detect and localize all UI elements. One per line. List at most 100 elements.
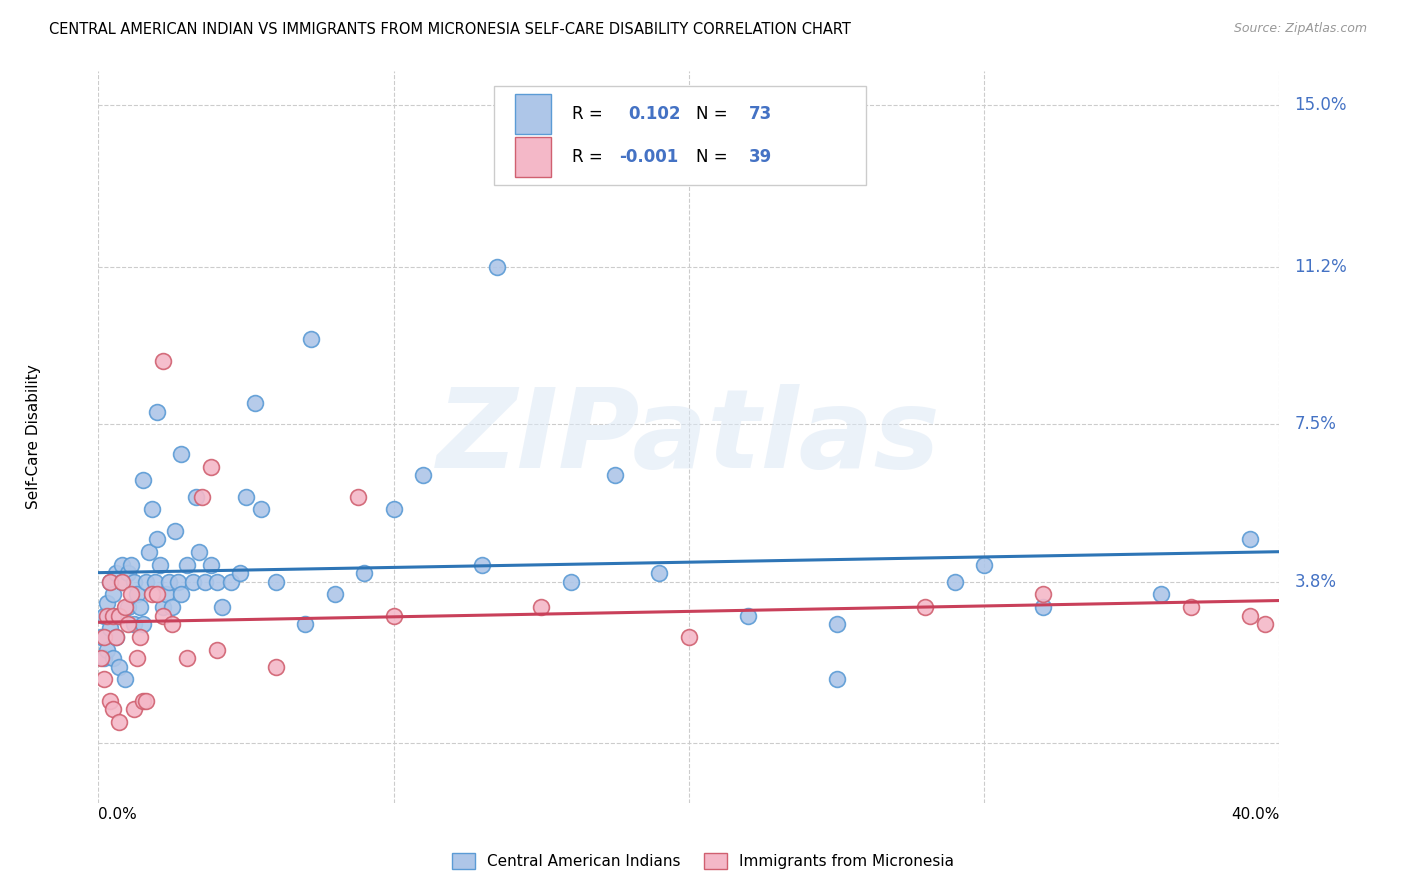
Point [93,630,115,644]
Text: 39: 39 [749,148,772,166]
Point [108,714,131,729]
Text: Self-Care Disability: Self-Care Disability [25,365,41,509]
Point [117,600,139,615]
Point [412,468,434,483]
Point [560,574,582,589]
Text: R =: R = [572,148,607,166]
Point [162,617,183,632]
Point [382,608,405,623]
Point [149,558,172,572]
Point [152,600,174,615]
Point [530,600,553,615]
Point [128,600,150,615]
Point [170,587,193,601]
Point [347,490,370,504]
Text: ZIPatlas: ZIPatlas [437,384,941,491]
Point [132,617,155,632]
Point [90,651,112,665]
Point [205,574,228,589]
Point [157,574,180,589]
Text: 11.2%: 11.2% [1294,258,1347,276]
Point [98,574,121,589]
Text: 3.8%: 3.8% [1294,573,1336,591]
Point [114,600,136,615]
Point [294,617,316,632]
Point [648,566,671,581]
Point [1032,587,1054,601]
Point [117,566,139,581]
Point [176,651,198,665]
Point [176,558,198,572]
Point [205,642,228,657]
Point [98,574,121,589]
Point [96,642,118,657]
Point [181,574,204,589]
Point [103,587,125,601]
Point [1254,617,1277,632]
Point [605,468,627,483]
Point [120,587,142,601]
Legend: Central American Indians, Immigrants from Micronesia: Central American Indians, Immigrants fro… [446,847,960,875]
Point [143,574,166,589]
Bar [516,137,551,178]
Point [250,502,273,516]
Point [973,558,995,572]
Point [105,566,128,581]
Text: 0.0%: 0.0% [98,807,138,822]
Point [108,608,131,623]
Point [1180,600,1202,615]
Point [105,630,128,644]
Point [194,574,217,589]
Point [90,630,112,644]
Point [125,587,148,601]
Point [155,587,177,601]
Point [170,447,193,461]
Point [825,673,848,687]
Point [200,459,222,474]
Point [120,558,142,572]
Point [678,630,700,644]
Point [264,574,287,589]
Point [111,558,134,572]
Point [200,558,222,572]
Point [187,545,209,559]
Point [146,532,169,546]
Point [353,566,375,581]
Point [165,524,187,538]
Point [191,490,214,504]
Point [264,659,287,673]
Text: Source: ZipAtlas.com: Source: ZipAtlas.com [1233,22,1367,36]
Point [93,608,115,623]
Point [111,574,134,589]
Text: 7.5%: 7.5% [1294,416,1336,434]
Bar [494,86,866,185]
Point [135,574,157,589]
Point [103,608,125,623]
Point [943,574,966,589]
Point [219,574,242,589]
Point [103,651,125,665]
Point [471,558,494,572]
Point [486,260,509,274]
Point [299,332,322,346]
Point [96,608,118,623]
Bar [516,94,551,134]
Point [111,574,134,589]
Point [125,651,148,665]
Point [117,617,139,632]
Text: 15.0%: 15.0% [1294,96,1347,114]
Point [93,673,115,687]
Point [98,694,121,708]
Point [323,587,346,601]
Point [152,608,174,623]
Point [96,596,118,610]
Text: 0.102: 0.102 [628,104,681,122]
Point [184,490,207,504]
Point [162,600,183,615]
Point [132,473,155,487]
Point [382,502,405,516]
Point [93,651,115,665]
Point [141,502,163,516]
Point [211,600,233,615]
Point [1032,600,1054,615]
